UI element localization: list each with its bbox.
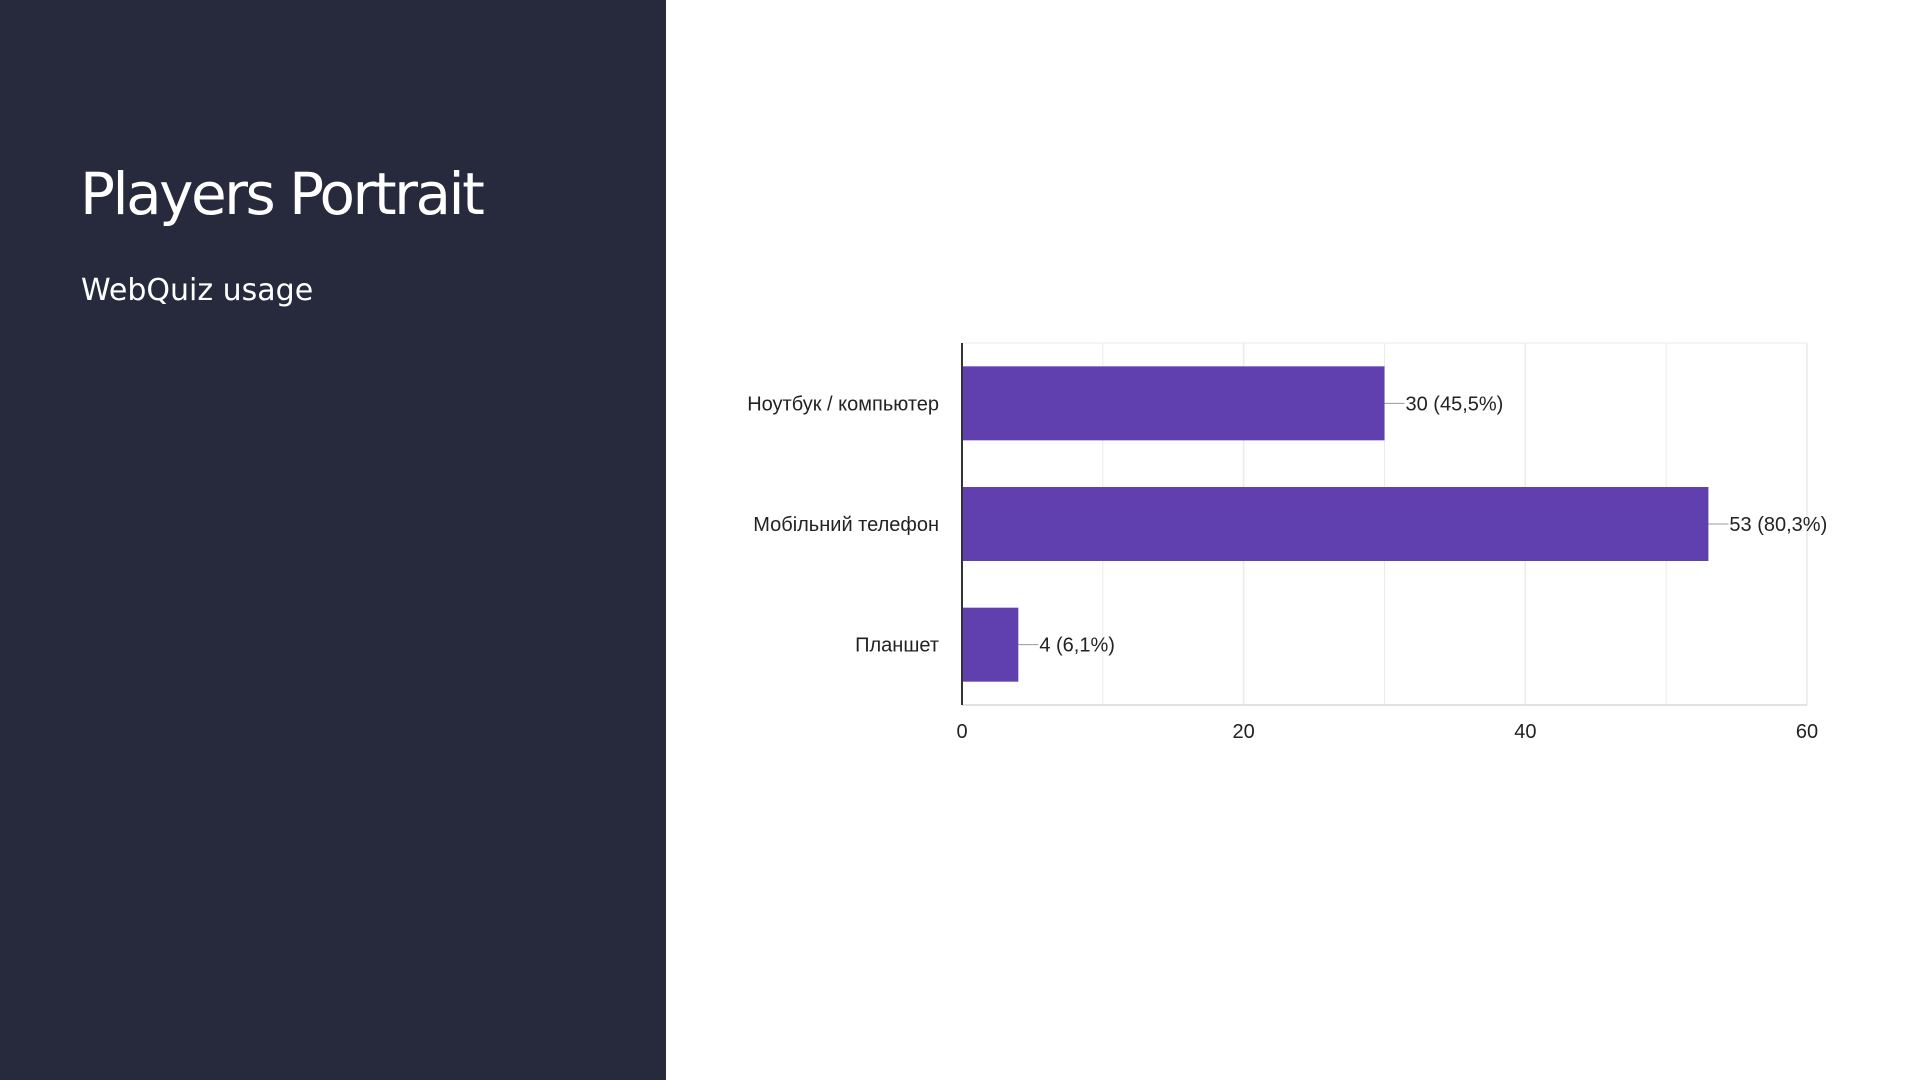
bar-3 xyxy=(962,607,1019,682)
data-label-1: 30 (45,5%) xyxy=(1406,393,1504,415)
bar-2 xyxy=(962,487,1709,561)
x-tick-label-20: 20 xyxy=(1233,721,1255,743)
bar-chart: Ноутбук / компьютер 30 (45,5%) Мобільний т… xyxy=(747,342,1827,743)
slide-title: Players Portrait xyxy=(80,160,485,228)
category-label-2: Мобільний телефон xyxy=(753,514,939,536)
category-label-3: Планшет xyxy=(855,635,939,657)
category-label-1: Ноутбук / компьютер xyxy=(747,393,939,415)
data-label-2: 53 (80,3%) xyxy=(1729,514,1827,536)
labels-layer: Ноутбук / компьютер 30 (45,5%) Мобільний т… xyxy=(747,393,1827,743)
bar-1 xyxy=(962,366,1385,441)
x-tick-label-40: 40 xyxy=(1514,721,1536,743)
slide-subtitle: WebQuiz usage xyxy=(81,273,314,308)
chart-area: Ноутбук / компьютер 30 (45,5%) Мобільний т… xyxy=(666,0,1920,1080)
bars-layer xyxy=(962,366,1709,682)
x-tick-label-60: 60 xyxy=(1796,721,1818,743)
data-label-3: 4 (6,1%) xyxy=(1039,635,1115,657)
sidebar-panel: Players Portrait WebQuiz usage xyxy=(0,0,666,1080)
x-tick-label-0: 0 xyxy=(956,721,967,743)
